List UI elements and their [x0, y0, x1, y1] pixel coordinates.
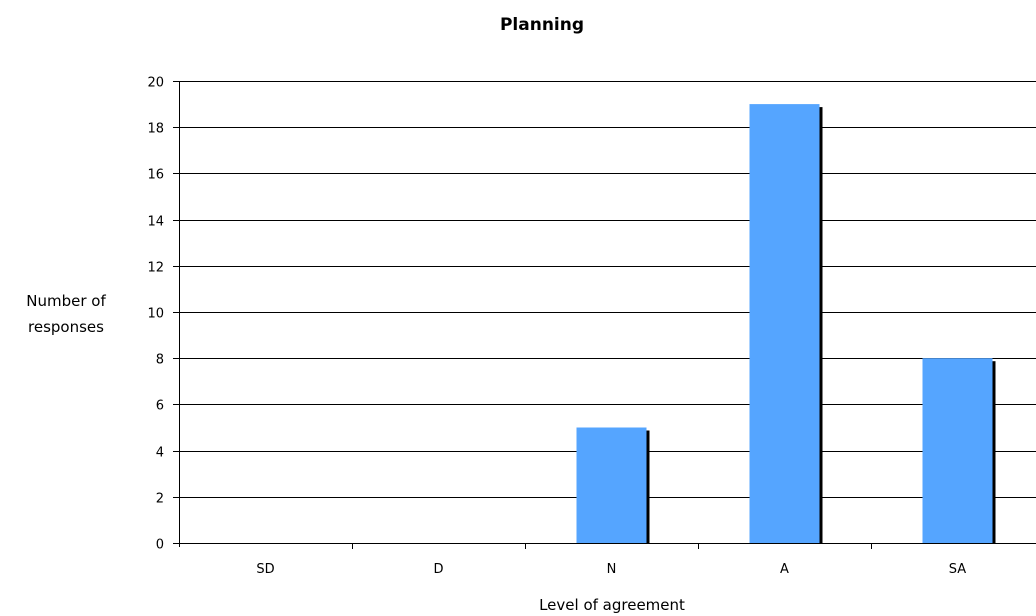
- y-tick-label: 0: [156, 538, 164, 553]
- y-tick-label: 10: [147, 307, 164, 322]
- x-tick-label: D: [433, 562, 443, 577]
- x-tick-label: N: [607, 562, 617, 577]
- y-tick-label: 18: [147, 122, 164, 137]
- x-tick-label: SD: [256, 562, 274, 577]
- y-tick-label: 2: [156, 492, 164, 507]
- y-tick-label: 4: [156, 446, 164, 461]
- x-tick-labels: SD D N A SA: [256, 562, 966, 577]
- x-tick-label: SA: [949, 562, 966, 577]
- y-tick-labels: 0 2 4 6 8 10 12 14 16 18 20: [147, 76, 164, 553]
- bar: [749, 104, 820, 543]
- bars: [576, 104, 996, 543]
- y-tick-label: 14: [147, 215, 164, 230]
- y-axis-label-line1: Number of: [26, 292, 106, 310]
- x-axis-label: Level of agreement: [539, 596, 685, 614]
- y-axis-label-line2: responses: [28, 318, 104, 336]
- bar: [576, 427, 647, 543]
- y-tick-label: 12: [147, 261, 164, 276]
- gridlines: [179, 81, 1036, 498]
- y-tick-label: 6: [156, 399, 164, 414]
- y-tick-label: 16: [147, 168, 164, 183]
- y-tick-label: 8: [156, 353, 164, 368]
- chart-title: Planning: [500, 15, 584, 35]
- bar: [922, 358, 993, 543]
- y-tick-label: 20: [147, 76, 164, 91]
- x-tick-label: A: [780, 562, 789, 577]
- axes: [173, 81, 1036, 549]
